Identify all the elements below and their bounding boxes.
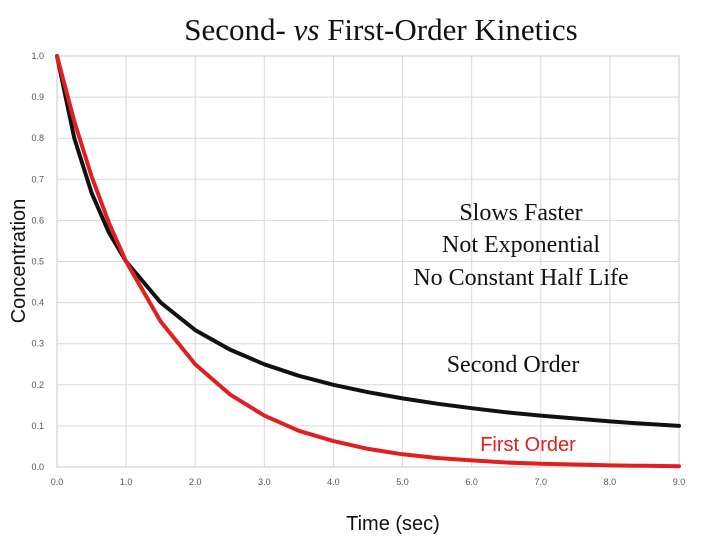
second-order-line [55,54,681,428]
x-axis-label: Time (sec) [346,513,440,535]
y-tick-label: 0.1 [31,421,44,431]
y-tick-label: 1.0 [31,51,44,61]
plot-area-frame [56,55,680,468]
x-tick-label: 7.0 [535,477,548,487]
y-tick-label: 0.5 [31,257,44,267]
annotation-slows-faster: Slows Faster [459,200,582,226]
first-order-line [55,54,681,469]
x-tick-label: 3.0 [258,477,271,487]
series-lines [55,54,681,469]
y-tick-label: 0.7 [31,174,44,184]
chart-title: Second- vs First-Order Kinetics [184,12,577,47]
tick-labels: 0.0 0.1 0.2 0.3 0.4 0.5 0.6 0.7 0.8 0.9 1.0 0.0 1.0 2… [31,51,685,487]
x-tick-label: 1.0 [120,477,133,487]
first-order-label: First Order [480,434,576,456]
y-tick-label: 0.4 [31,298,44,308]
chart-title-italic: vs [294,12,320,47]
x-tick-label: 0.0 [51,477,64,487]
x-tick-label: 4.0 [327,477,340,487]
second-order-label: Second Order [447,352,580,378]
y-tick-label: 0.6 [31,215,44,225]
x-tick-label: 6.0 [465,477,478,487]
grid [56,55,680,468]
annotation-not-exponential: Not Exponential [442,232,600,258]
y-tick-label: 0.8 [31,133,44,143]
y-tick-label: 0.3 [31,339,44,349]
y-tick-label: 0.0 [31,462,44,472]
annotation-no-constant-half-life: No Constant Half Life [413,265,628,291]
x-tick-label: 2.0 [189,477,202,487]
chart-title-suffix: First-Order Kinetics [319,12,577,47]
y-axis-label: Concentration [8,199,30,324]
y-tick-label: 0.2 [31,380,44,390]
x-tick-label: 8.0 [604,477,617,487]
chart-title-prefix: Second- [184,12,293,47]
y-tick-label: 0.9 [31,92,44,102]
x-tick-label: 5.0 [396,477,409,487]
x-tick-label: 9.0 [673,477,686,487]
